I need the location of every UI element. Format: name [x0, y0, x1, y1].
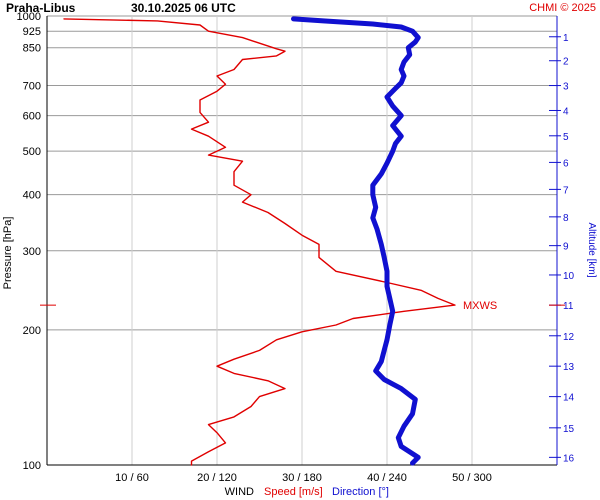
pressure-tick-label: 850 — [23, 43, 41, 55]
altitude-tick-label: 4 — [563, 106, 569, 117]
altitude-tick-label: 13 — [563, 362, 575, 373]
axes — [46, 16, 561, 466]
altitude-tick-label: 14 — [563, 393, 575, 404]
altitude-tick-label: 2 — [563, 57, 569, 68]
sounding-time: 30.10.2025 06 UTC — [131, 1, 236, 15]
series-layer — [40, 16, 565, 466]
x-tick-label: 10 / 60 — [115, 472, 149, 484]
altitude-tick-label: 9 — [563, 242, 569, 253]
x-tick-label: 50 / 300 — [452, 472, 492, 484]
altitude-tick-label: 8 — [563, 213, 569, 224]
copyright: CHMI © 2025 — [529, 2, 596, 14]
altitude-tick-label: 6 — [563, 158, 569, 169]
altitude-tick-label: 12 — [563, 332, 575, 343]
altitude-tick-label: 15 — [563, 424, 575, 435]
pressure-tick-label: 500 — [23, 146, 41, 158]
direction-series-line — [291, 16, 421, 466]
altitude-tick-label: 16 — [563, 453, 575, 464]
pressure-tick-label: 600 — [23, 111, 41, 123]
pressure-tick-label: 400 — [23, 190, 41, 202]
x-label-direction: Direction [°] — [332, 486, 389, 498]
speed-series-line — [63, 18, 456, 466]
pressure-tick-label: 300 — [23, 246, 41, 258]
altitude-tick-label: 11 — [563, 301, 574, 312]
pressure-tick-label: 200 — [23, 325, 41, 337]
altitude-tick-label: 10 — [563, 271, 575, 282]
station-name: Praha-Libus — [6, 1, 76, 15]
x-tick-label: 30 / 180 — [282, 472, 322, 484]
pressure-tick-label: 100 — [23, 460, 41, 472]
x-tick-label: 20 / 120 — [197, 472, 237, 484]
y2-axis-label: Altitude [km] — [586, 222, 597, 277]
altitude-tick-label: 3 — [563, 82, 569, 93]
altitude-tick-label: 1 — [563, 33, 569, 44]
x-label-wind: WIND — [225, 486, 254, 498]
max-wind-label: MXWS — [463, 300, 497, 312]
pressure-tick-label: 1000 — [17, 11, 41, 23]
altitude-tick-label: 5 — [563, 132, 569, 143]
x-tick-label: 40 / 240 — [367, 472, 407, 484]
altitude-tick-label: 7 — [563, 185, 569, 196]
grid-lines — [47, 15, 557, 466]
y-axis-label: Pressure [hPa] — [2, 217, 14, 290]
x-label-speed: Speed [m/s] — [264, 486, 323, 498]
pressure-tick-label: 700 — [23, 81, 41, 93]
pressure-tick-label: 925 — [23, 26, 41, 38]
